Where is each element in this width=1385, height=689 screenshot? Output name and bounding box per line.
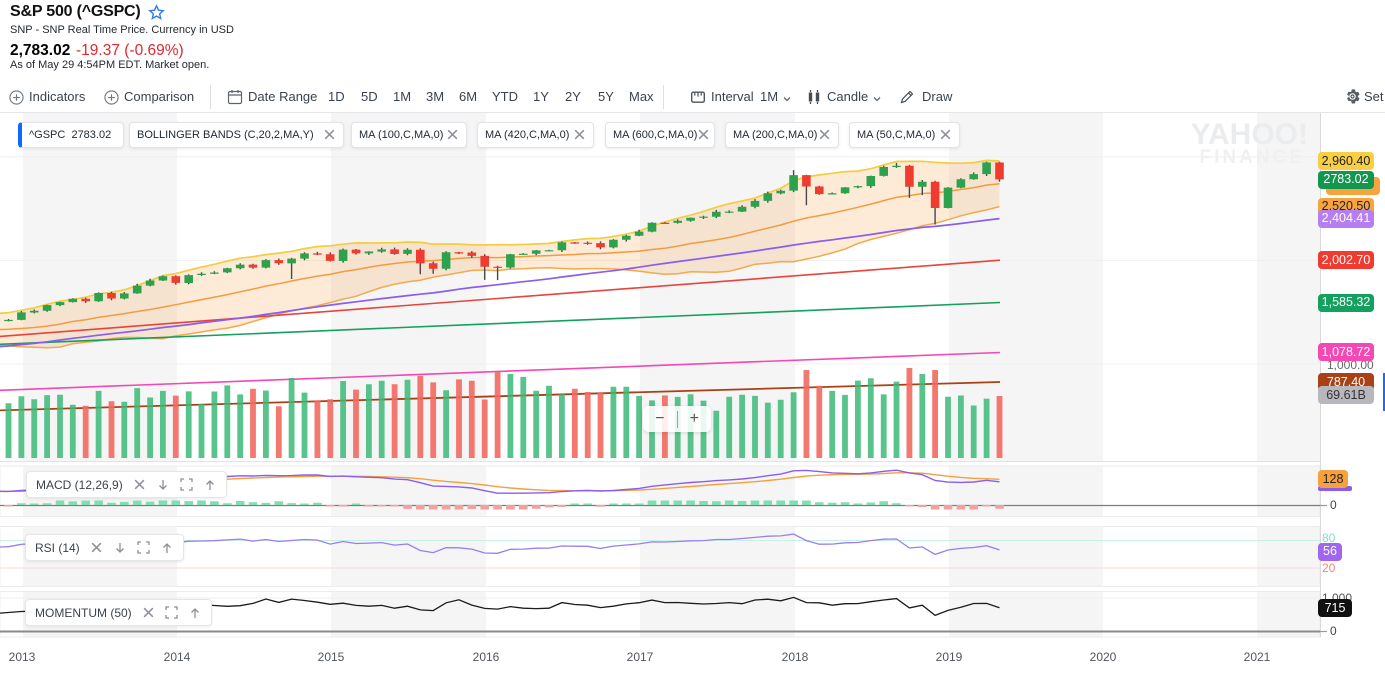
svg-text:FINANCE: FINANCE xyxy=(1200,147,1305,168)
svg-text:YAHOO!: YAHOO! xyxy=(1191,118,1308,151)
